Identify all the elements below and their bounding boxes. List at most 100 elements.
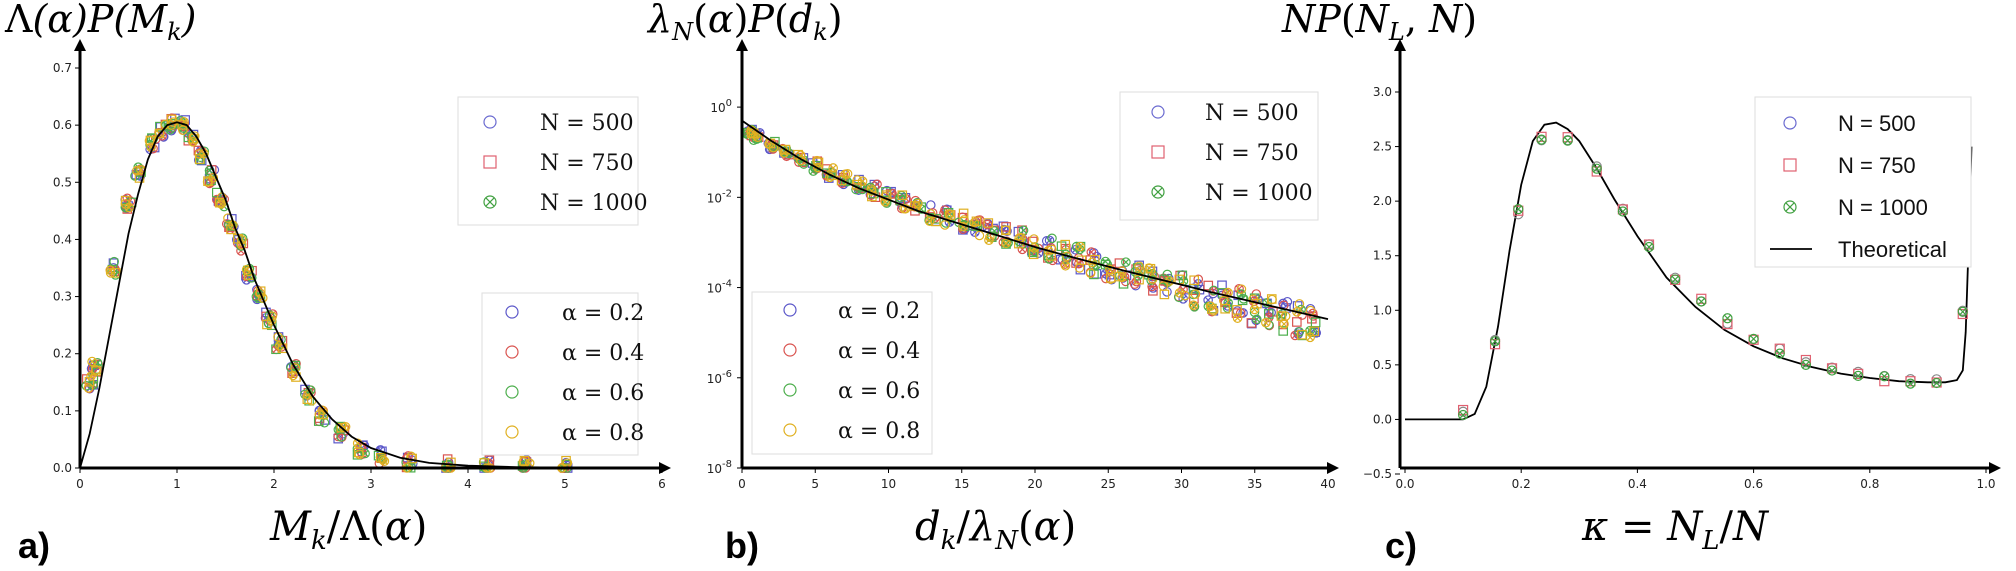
data-point xyxy=(1643,241,1655,253)
data-point xyxy=(1174,288,1185,298)
data-point xyxy=(1261,317,1271,328)
data-point-cross xyxy=(1253,315,1261,323)
data-point-cross xyxy=(1265,314,1273,321)
data-point xyxy=(203,176,213,186)
data-point-cross xyxy=(1828,366,1836,375)
data-point-cross xyxy=(1251,306,1258,313)
legend-marker-cross xyxy=(485,197,495,207)
data-point-cross xyxy=(381,457,388,465)
data-point xyxy=(1279,319,1289,329)
x-tick-label: 0.0 xyxy=(1395,477,1414,491)
y-tick-label: 0.4 xyxy=(53,232,72,246)
legend-n-label: N = 500 xyxy=(1205,101,1299,126)
data-point xyxy=(1305,332,1315,343)
data-point xyxy=(1217,280,1227,291)
legend-n-label: N = 500 xyxy=(540,111,634,136)
x-tick-label: 0 xyxy=(76,477,84,491)
legend-alpha-box xyxy=(751,291,933,455)
data-point xyxy=(857,176,868,187)
data-point xyxy=(1190,289,1201,300)
data-point xyxy=(145,135,156,146)
data-point-cross xyxy=(1280,320,1288,328)
panel-a-y-label: Λ(α)P(Mk) xyxy=(4,0,196,46)
legend-marker xyxy=(1783,116,1797,130)
y-tick-label: 2.5 xyxy=(1373,140,1392,154)
data-point xyxy=(900,203,911,214)
panel-c-letter: c) xyxy=(1385,525,1417,566)
data-point xyxy=(1748,333,1759,345)
legend-marker xyxy=(505,345,519,359)
y-tick-label: 1.5 xyxy=(1373,249,1392,263)
data-point xyxy=(1121,257,1131,267)
data-point xyxy=(1087,257,1097,268)
data-point xyxy=(1957,306,1968,317)
panel-a-legends: N = 500 N = 750 N = 1000 α = 0.2 α = 0.4 α = … xyxy=(457,96,648,456)
data-point-cross xyxy=(318,406,326,414)
legend-marker xyxy=(783,383,797,397)
data-point xyxy=(827,170,837,181)
data-point xyxy=(188,137,198,147)
panel-c-y-label: NP(NL, N) xyxy=(1281,0,1477,46)
legend-n-label: N = 750 xyxy=(1205,141,1299,166)
data-point-cross xyxy=(984,221,991,229)
data-point xyxy=(944,209,955,219)
data-point-cross xyxy=(1207,302,1214,310)
legend-alpha-label: α = 0.4 xyxy=(838,339,920,364)
data-point xyxy=(1180,290,1190,301)
data-point xyxy=(1085,268,1096,278)
data-point xyxy=(1205,301,1216,311)
data-point xyxy=(974,230,985,241)
data-point-cross xyxy=(1136,267,1144,275)
data-point-cross xyxy=(1537,136,1546,144)
data-point-cross xyxy=(1619,207,1627,216)
data-point-cross xyxy=(1087,248,1095,256)
data-point xyxy=(154,128,165,139)
y-tick-label: −0.5 xyxy=(1363,467,1392,481)
x-tick-label: 0.4 xyxy=(1628,477,1647,491)
y-tick-label: 0.2 xyxy=(53,347,72,361)
data-point-cross xyxy=(1459,411,1467,419)
data-point xyxy=(1905,378,1916,389)
data-point-cross xyxy=(1262,319,1270,327)
data-point xyxy=(1297,329,1307,340)
data-point-cross xyxy=(1959,308,1967,316)
data-point xyxy=(1043,245,1054,256)
panel-b-plot-area: 0 5 10 15 20 25 30 35 40 10-8 10-6 10-4 10-2 100 xyxy=(707,98,1336,491)
data-point xyxy=(105,265,116,276)
y-tick-label: 0.3 xyxy=(53,290,72,304)
data-point xyxy=(1001,238,1011,249)
data-point-cross xyxy=(1306,333,1314,341)
data-point xyxy=(925,200,936,210)
data-point-cross xyxy=(1062,262,1069,270)
panel-b-x-label: dk/λN(α) xyxy=(915,504,1076,556)
data-point xyxy=(1263,320,1274,330)
x-tick-label: 35 xyxy=(1247,477,1262,491)
legend-marker xyxy=(783,343,797,357)
panel-c-x-label: κ = NL/N xyxy=(1581,504,1770,556)
data-point-cross xyxy=(970,219,978,227)
legend-n-label: N = 1000 xyxy=(540,191,648,216)
x-tick-label: 4 xyxy=(464,477,472,491)
data-point xyxy=(1027,247,1038,258)
data-point-cross xyxy=(1118,274,1126,281)
legend-marker-cross xyxy=(1153,187,1163,197)
data-point-cross xyxy=(1671,275,1679,284)
legend-label: N = 1000 xyxy=(1838,195,1928,220)
data-point-cross xyxy=(1723,314,1732,322)
data-point-cross xyxy=(1190,301,1197,309)
data-point xyxy=(984,235,994,246)
data-point-cross xyxy=(765,140,773,148)
data-point-cross xyxy=(340,424,348,431)
data-point xyxy=(1617,206,1628,217)
data-point xyxy=(1591,163,1602,174)
y-tick-label: 100 xyxy=(710,98,732,115)
legend-alpha-label: α = 0.8 xyxy=(838,419,920,444)
data-point-cross xyxy=(829,164,837,172)
legend-marker xyxy=(483,195,497,209)
data-point xyxy=(1292,301,1303,311)
data-point xyxy=(354,449,365,460)
data-point xyxy=(1188,300,1199,310)
data-point-cross xyxy=(1697,297,1705,306)
data-point-cross xyxy=(945,210,953,218)
panel-a: 0 1 2 3 4 5 6 0.0 0.1 0.2 0.3 0.4 0.5 0.6 0.7 Λ(α)P(Mk… xyxy=(4,0,671,566)
